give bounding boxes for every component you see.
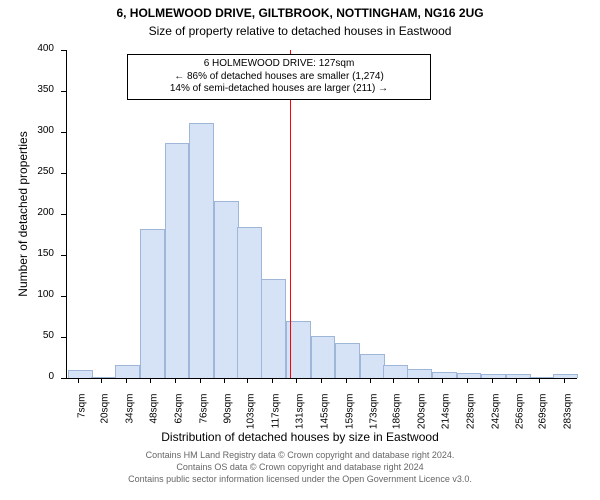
x-tick-label: 256sqm (515, 394, 526, 438)
y-tick-label: 400 (0, 43, 54, 54)
footnote-line-2: Contains OS data © Crown copyright and d… (0, 462, 600, 472)
x-tick-mark (516, 378, 517, 383)
x-tick-mark (418, 378, 419, 383)
x-tick-label: 117sqm (270, 394, 281, 438)
x-tick-label: 7sqm (77, 394, 88, 438)
x-tick-mark (247, 378, 248, 383)
y-tick-mark (61, 214, 66, 215)
y-tick-label: 0 (0, 371, 54, 382)
histogram-bar (91, 377, 116, 378)
x-tick-label: 283sqm (562, 394, 573, 438)
histogram-bar (165, 143, 190, 378)
histogram-bar (481, 374, 506, 378)
x-tick-mark (346, 378, 347, 383)
y-tick-label: 150 (0, 248, 54, 259)
x-tick-mark (126, 378, 127, 383)
x-tick-mark (272, 378, 273, 383)
x-tick-mark (321, 378, 322, 383)
histogram-bar (383, 365, 408, 378)
x-tick-label: 20sqm (100, 394, 111, 438)
x-tick-mark (370, 378, 371, 383)
histogram-bar (311, 336, 336, 378)
histogram-bar (529, 377, 554, 378)
x-tick-label: 173sqm (369, 394, 380, 438)
histogram-bar (140, 229, 165, 378)
x-tick-mark (564, 378, 565, 383)
y-tick-mark (61, 132, 66, 133)
histogram-bar (335, 343, 360, 378)
y-tick-mark (61, 91, 66, 92)
x-tick-mark (150, 378, 151, 383)
x-tick-label: 62sqm (174, 394, 185, 438)
y-tick-label: 100 (0, 289, 54, 300)
x-tick-mark (539, 378, 540, 383)
histogram-bar (261, 279, 286, 378)
y-tick-label: 300 (0, 125, 54, 136)
histogram-bar (407, 369, 432, 378)
x-tick-label: 242sqm (490, 394, 501, 438)
histogram-bar (457, 373, 482, 378)
plot-area: 6 HOLMEWOOD DRIVE: 127sqm ← 86% of detac… (66, 50, 577, 379)
x-tick-label: 103sqm (246, 394, 257, 438)
y-tick-label: 200 (0, 207, 54, 218)
x-tick-mark (492, 378, 493, 383)
x-tick-label: 48sqm (149, 394, 160, 438)
x-tick-mark (296, 378, 297, 383)
x-tick-mark (78, 378, 79, 383)
histogram-bar (115, 365, 140, 378)
histogram-bar (214, 201, 239, 378)
x-tick-label: 34sqm (124, 394, 135, 438)
y-tick-mark (61, 255, 66, 256)
x-tick-label: 145sqm (320, 394, 331, 438)
histogram-bar (237, 227, 262, 378)
y-tick-mark (61, 173, 66, 174)
x-tick-label: 200sqm (416, 394, 427, 438)
x-tick-label: 90sqm (223, 394, 234, 438)
y-tick-label: 250 (0, 166, 54, 177)
y-tick-mark (61, 50, 66, 51)
y-tick-label: 50 (0, 330, 54, 341)
footnote-line-1: Contains HM Land Registry data © Crown c… (0, 450, 600, 460)
histogram-bar (68, 370, 93, 378)
callout-box: 6 HOLMEWOOD DRIVE: 127sqm ← 86% of detac… (127, 54, 431, 100)
x-tick-mark (101, 378, 102, 383)
callout-line-2: ← 86% of detached houses are smaller (1,… (134, 71, 424, 84)
y-tick-mark (61, 378, 66, 379)
x-tick-label: 269sqm (538, 394, 549, 438)
x-tick-label: 186sqm (392, 394, 403, 438)
x-tick-label: 131sqm (295, 394, 306, 438)
chart-container: { "title_line1": "6, HOLMEWOOD DRIVE, GI… (0, 0, 600, 500)
x-tick-mark (467, 378, 468, 383)
chart-subtitle: Size of property relative to detached ho… (0, 24, 600, 38)
x-tick-mark (442, 378, 443, 383)
x-tick-label: 214sqm (441, 394, 452, 438)
histogram-bar (553, 374, 578, 378)
x-tick-label: 159sqm (344, 394, 355, 438)
histogram-bar (506, 374, 531, 378)
chart-title-address: 6, HOLMEWOOD DRIVE, GILTBROOK, NOTTINGHA… (0, 6, 600, 20)
y-tick-mark (61, 337, 66, 338)
callout-line-1: 6 HOLMEWOOD DRIVE: 127sqm (134, 58, 424, 71)
histogram-bar (189, 123, 214, 378)
histogram-bar (360, 354, 385, 378)
y-tick-label: 350 (0, 84, 54, 95)
x-tick-mark (393, 378, 394, 383)
x-tick-mark (175, 378, 176, 383)
callout-line-3: 14% of semi-detached houses are larger (… (134, 83, 424, 96)
y-tick-mark (61, 296, 66, 297)
x-tick-label: 228sqm (465, 394, 476, 438)
x-tick-label: 76sqm (198, 394, 209, 438)
histogram-bar (432, 372, 457, 378)
x-tick-mark (224, 378, 225, 383)
footnote-line-3: Contains public sector information licen… (0, 474, 600, 484)
x-tick-mark (200, 378, 201, 383)
